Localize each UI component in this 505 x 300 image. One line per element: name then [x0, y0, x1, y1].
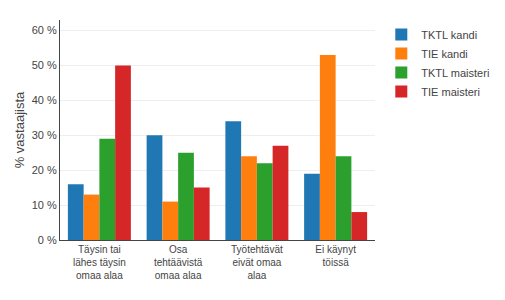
svg-text:TKTL kandi: TKTL kandi: [421, 29, 477, 41]
svg-text:40 %: 40 %: [32, 94, 57, 106]
svg-text:TIE maisteri: TIE maisteri: [421, 86, 480, 98]
svg-text:10 %: 10 %: [32, 199, 57, 211]
svg-text:Osatehtäävistäomaa alaa: Osatehtäävistäomaa alaa: [154, 244, 203, 281]
svg-text:TKTL maisteri: TKTL maisteri: [421, 67, 489, 79]
svg-text:20 %: 20 %: [32, 164, 57, 176]
svg-text:Työtehtäväteivät omaaalaa: Työtehtäväteivät omaaalaa: [231, 244, 283, 281]
svg-text:30 %: 30 %: [32, 129, 57, 141]
svg-text:TIE kandi: TIE kandi: [421, 48, 467, 60]
svg-text:60 %: 60 %: [32, 24, 57, 36]
svg-text:Ei käynyttöissä: Ei käynyttöissä: [315, 244, 356, 268]
svg-text:50 %: 50 %: [32, 59, 57, 71]
svg-text:% vastaajista: % vastaajista: [12, 91, 27, 168]
svg-text:0 %: 0 %: [38, 234, 57, 246]
svg-text:Täysin tailähes täysinomaa ala: Täysin tailähes täysinomaa alaa: [73, 244, 126, 281]
